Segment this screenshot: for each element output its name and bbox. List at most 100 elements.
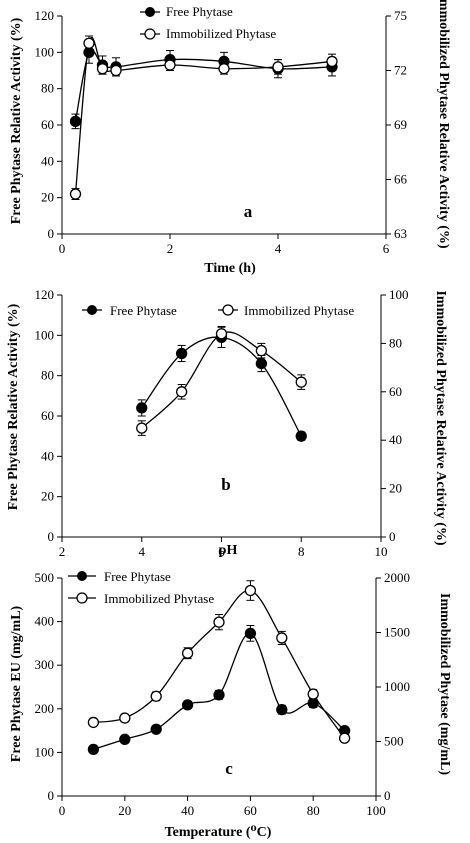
immobilized-data-point: [87, 716, 100, 729]
x-tick-label: 40: [181, 803, 194, 818]
panel-b-letter: b: [221, 475, 230, 494]
y-left-tick-label: 120: [35, 287, 55, 302]
free-data-point: [69, 115, 82, 128]
free-data-point: [87, 743, 100, 755]
immobilized-data-point: [215, 328, 228, 340]
x-tick-label: 60: [244, 803, 257, 818]
y-left-tick-label: 0: [48, 788, 55, 803]
x-tick-label: 4: [275, 241, 282, 256]
x-tick-label: 4: [139, 544, 146, 559]
panel-c-letter: c: [225, 759, 233, 778]
free-series-line: [141, 336, 302, 437]
immobilized-data-point: [164, 59, 176, 71]
y-left-tick-label: 60: [41, 117, 54, 132]
y-left-tick-label: 100: [35, 744, 55, 759]
y-right-tick-label: 0: [389, 529, 396, 544]
y-left-tick-label: 0: [48, 529, 55, 544]
y-left-tick-label: 200: [35, 701, 55, 716]
immobilized-data-point: [110, 64, 122, 77]
panel-c-xlabel: Temperature (⁰C): [165, 825, 272, 840]
x-tick-label: 6: [218, 544, 225, 559]
free-data-point: [295, 430, 307, 442]
immobilized-data-point: [83, 37, 95, 49]
immobilized-data-point: [213, 616, 225, 628]
y-right-tick-label: 100: [389, 287, 409, 302]
free-data-point: [213, 689, 225, 701]
panel-a-letter: a: [244, 202, 253, 221]
free-data-point: [181, 699, 194, 711]
immobilized-data-point: [255, 345, 268, 357]
y-left-tick-label: 20: [41, 489, 54, 504]
panel-c-ylabel-left: Free Phytase EU (mg/mL): [9, 605, 24, 762]
x-tick-label: 10: [375, 544, 388, 559]
panel-c-ylabel-right: Immobilized Phytase (mg/mL): [437, 593, 452, 775]
immobilized-data-point: [295, 376, 307, 388]
x-tick-label: 20: [118, 803, 131, 818]
immobilized-data-point: [136, 422, 148, 434]
y-right-tick-label: 69: [394, 117, 407, 132]
legend-immobilized-marker: [76, 592, 88, 604]
x-tick-label: 80: [307, 803, 320, 818]
y-left-tick-label: 80: [41, 368, 54, 383]
immobilized-data-point: [119, 712, 131, 724]
immobilized-data-point: [181, 647, 194, 659]
y-left-tick-label: 100: [35, 44, 55, 59]
y-right-tick-label: 63: [394, 226, 407, 241]
panel-c-legend-immobilized: Immobilized Phytase: [104, 591, 214, 606]
legend-immobilized-marker: [222, 304, 234, 316]
immobilized-data-point: [307, 688, 319, 700]
immobilized-data-point: [326, 55, 338, 68]
legend-free-marker: [87, 305, 97, 315]
y-left-tick-label: 500: [35, 570, 55, 585]
panel-b-ylabel-left: Free Phytase Relative Activity (%): [6, 303, 21, 510]
immobilized-data-point: [338, 732, 351, 744]
y-right-tick-label: 66: [394, 172, 408, 187]
y-right-tick-label: 2000: [384, 570, 410, 585]
x-tick-label: 2: [167, 241, 174, 256]
free-data-point: [119, 733, 131, 745]
y-right-tick-label: 0: [384, 788, 391, 803]
free-data-point: [255, 357, 268, 370]
legend-immobilized-marker: [144, 28, 156, 40]
y-right-tick-label: 60: [389, 384, 402, 399]
immobilized-data-point: [96, 63, 109, 75]
panel-a-legend-free: Free Phytase: [166, 4, 233, 19]
x-tick-label: 100: [366, 803, 386, 818]
y-left-tick-label: 40: [41, 448, 54, 463]
y-right-tick-label: 40: [389, 432, 402, 447]
legend-free-marker: [77, 571, 87, 581]
immobilized-data-point: [276, 632, 288, 644]
panel-b-ylabel-right: Immobilized Phytase Relative Activity (%…: [433, 290, 448, 545]
panel-c-legend: Free Phytase Immobilized Phytase: [68, 569, 214, 606]
immobilized-data-point: [150, 690, 162, 702]
panel-a-legend: Free Phytase Immobilized Phytase: [140, 4, 276, 41]
panel-b-legend: Free Phytase Immobilized Phytase: [82, 303, 354, 318]
y-left-tick-label: 300: [35, 657, 55, 672]
free-data-point: [175, 347, 188, 360]
immobilized-series-line: [93, 589, 346, 739]
immobilized-data-point: [175, 386, 188, 398]
free-data-point: [136, 402, 148, 414]
panel-c-legend-free: Free Phytase: [104, 569, 171, 584]
immobilized-data-point: [272, 61, 284, 73]
x-tick-label: 0: [59, 241, 66, 256]
x-tick-label: 6: [383, 241, 390, 256]
panel-a-legend-immobilized: Immobilized Phytase: [166, 26, 276, 41]
panel-c-marks: 0 20 40 60 80 1000100200300400500050010001500…: [35, 570, 411, 818]
y-left-tick-label: 0: [48, 226, 55, 241]
legend-free-marker: [145, 7, 155, 17]
immobilized-series-line: [74, 36, 333, 195]
y-left-tick-label: 20: [41, 190, 54, 205]
panel-a-ylabel-left: Free Phytase Relative Activity (%): [9, 17, 24, 224]
y-left-tick-label: 80: [41, 81, 54, 96]
panel-b-legend-immobilized: Immobilized Phytase: [244, 303, 354, 318]
y-left-tick-label: 400: [35, 614, 55, 629]
y-right-tick-label: 500: [384, 734, 404, 749]
immobilized-data-point: [244, 584, 257, 597]
panel-a-xlabel: Time (h): [204, 261, 256, 276]
